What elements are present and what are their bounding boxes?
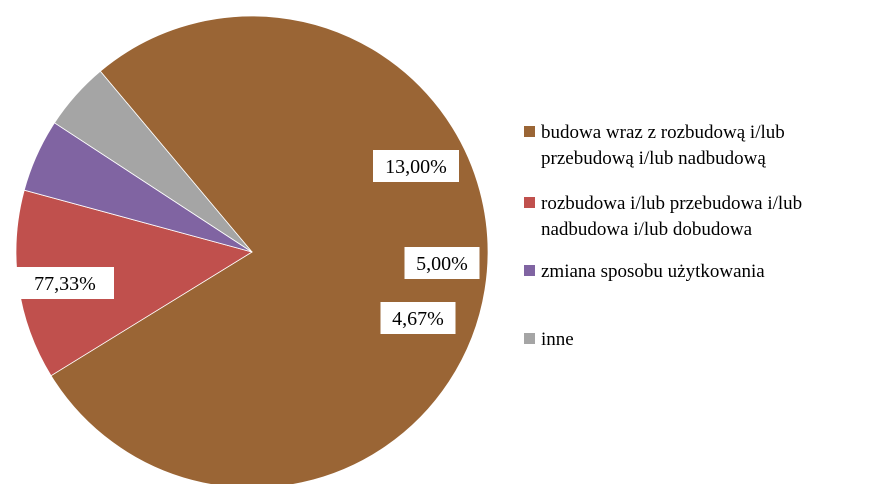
slice-budowa	[50, 15, 489, 484]
legend-item-zmiana-sposobu-swatch	[524, 265, 535, 276]
legend: budowa wraz z rozbudową i/lub przebudową …	[524, 122, 802, 350]
legend-item-rozbudowa-text: nadbudowa i/lub dobudowa	[541, 219, 753, 240]
label-zmiana-sposobu-text: 5,00%	[416, 253, 468, 275]
label-budowa: 77,33%	[16, 267, 114, 299]
legend-item-budowa-text: przebudową i/lub nadbudową	[541, 148, 766, 169]
data-labels: 77,33% 13,00% 5,00% 4,67%	[16, 150, 480, 334]
label-inne-box	[380, 302, 456, 334]
legend-item-inne: inne	[524, 329, 574, 350]
label-rozbudowa-text: 13,00%	[385, 156, 447, 178]
label-zmiana-sposobu: 5,00%	[404, 247, 480, 279]
legend-item-zmiana-sposobu: zmiana sposobu użytkowania	[524, 261, 765, 282]
legend-item-rozbudowa-swatch	[524, 197, 535, 208]
legend-item-zmiana-sposobu-text: zmiana sposobu użytkowania	[541, 261, 765, 282]
legend-item-budowa-swatch	[524, 126, 535, 137]
label-zmiana-sposobu-box	[404, 247, 480, 279]
slice-inne	[53, 70, 253, 253]
legend-item-inne-text: inne	[541, 329, 574, 350]
legend-item-inne-swatch	[524, 333, 535, 344]
legend-item-budowa-text: budowa wraz z rozbudową i/lub	[541, 122, 785, 143]
label-budowa-box	[16, 267, 114, 299]
legend-item-rozbudowa-text: rozbudowa i/lub przebudowa i/lub	[541, 193, 802, 214]
label-rozbudowa-box	[373, 150, 459, 182]
label-rozbudowa: 13,00%	[373, 150, 459, 182]
label-inne: 4,67%	[380, 302, 456, 334]
label-budowa-text: 77,33%	[34, 273, 96, 295]
label-inne-text: 4,67%	[392, 308, 444, 330]
legend-item-budowa: budowa wraz z rozbudową i/lub przebudową …	[524, 122, 785, 169]
pie-slices	[15, 15, 489, 484]
legend-item-rozbudowa: rozbudowa i/lub przebudowa i/lub nadbudow…	[524, 193, 802, 240]
